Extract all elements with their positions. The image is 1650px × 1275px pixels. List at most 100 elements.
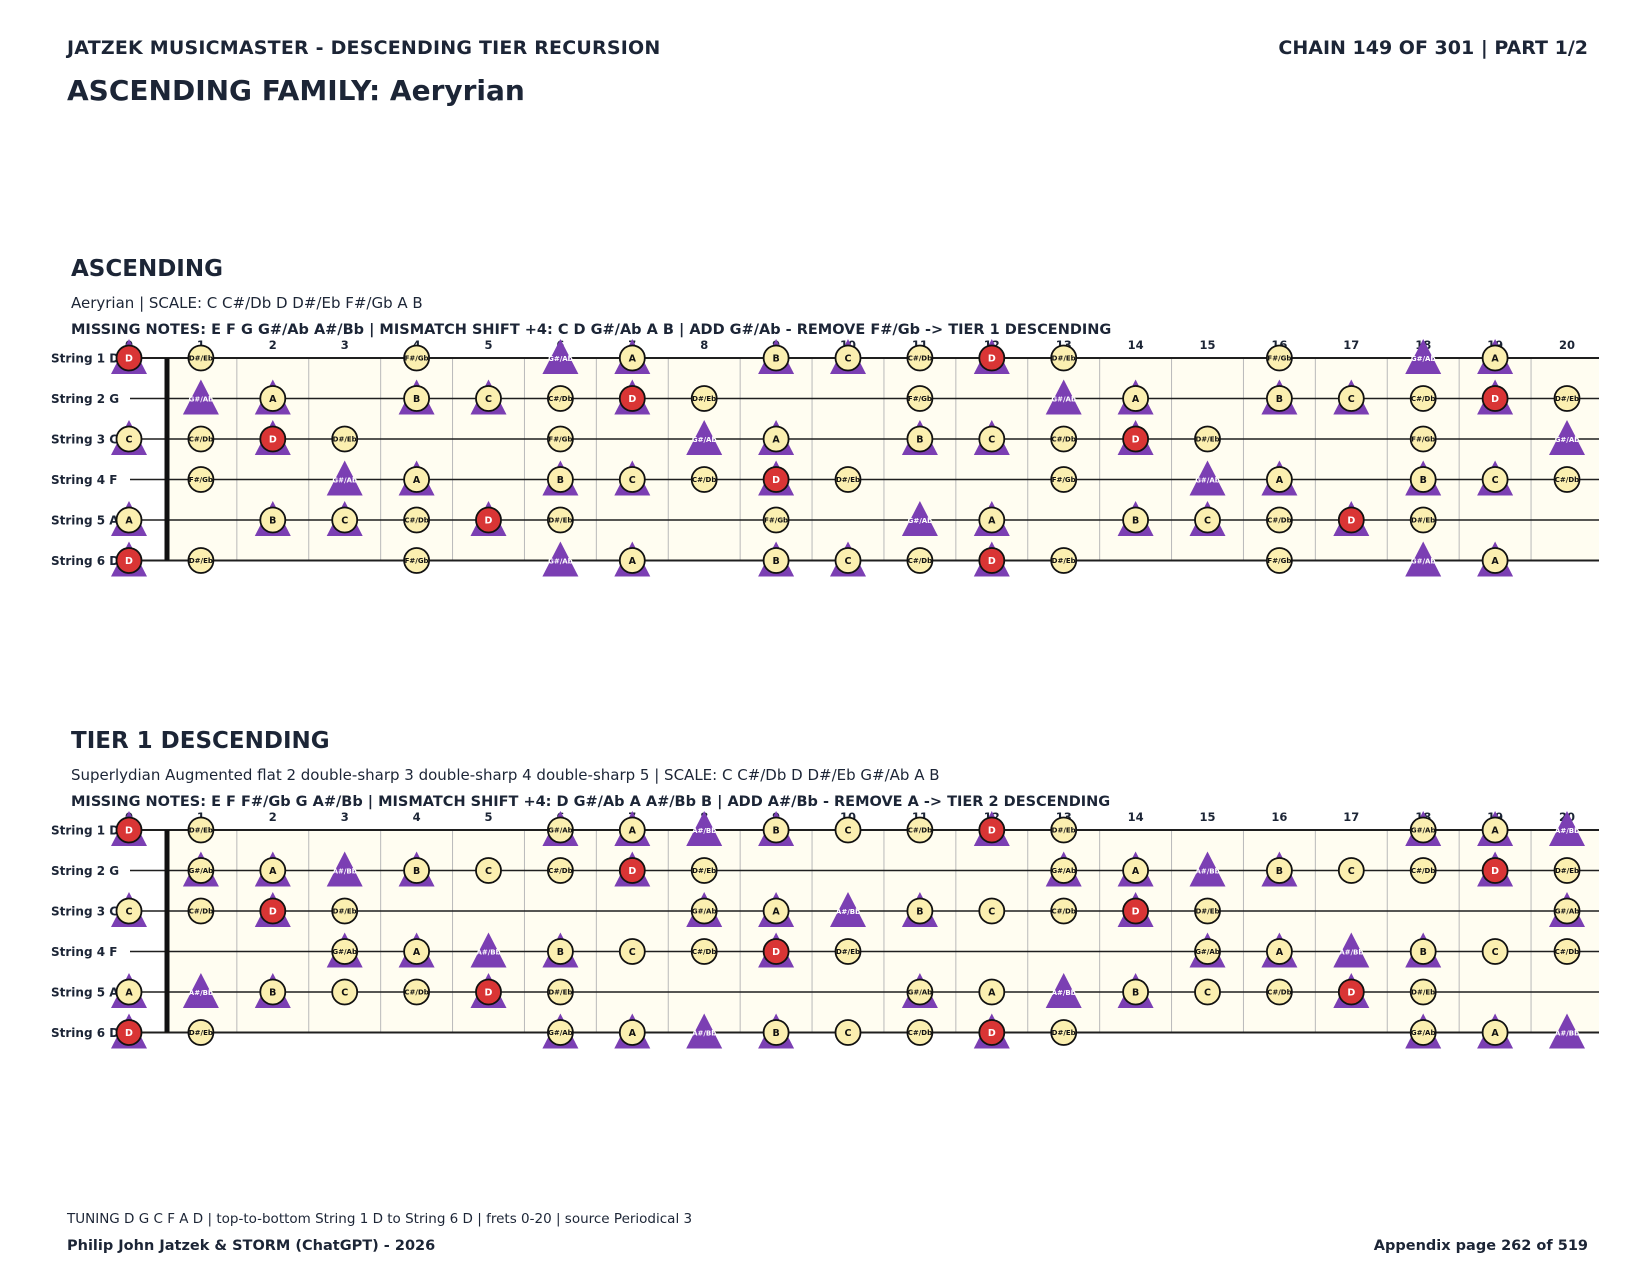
root-note-marker: D [475,506,502,534]
note-circle [978,978,1006,1006]
fret-number: 14 [1128,338,1144,352]
note-label-c-db: C#/Db [548,867,572,875]
note-marker: D#/Eb [690,385,718,412]
note-label-a: A [413,475,421,486]
note-circle [115,897,143,925]
note-label-c: C [485,866,492,877]
fret-number: 17 [1343,338,1359,352]
note-marker: A [259,385,287,412]
note-marker: F#/Gb [906,385,934,412]
note-label-g-ab: G#/Ab [692,908,717,916]
note-marker: C [1481,466,1509,493]
triangle-shape [1333,932,1370,968]
note-circle [1266,978,1293,1006]
triangle-marker: A#/Bb [182,973,219,1008]
note-circle [547,978,574,1006]
note-marker: A [762,425,790,453]
note-label-a: A [629,556,637,567]
note-label-a: A [269,394,277,405]
note-marker: G#/Ab [1194,938,1221,965]
triangle-shape [326,460,363,496]
note-label-c-db: C#/Db [908,1029,932,1037]
note-label-c-db: C#/Db [1411,395,1435,403]
note-label-a: A [772,907,780,918]
note-label-g-ab: G#/Ab [548,827,573,835]
fret-number: 20 [1559,338,1575,352]
note-marker: C#/Db [403,506,431,534]
note-label-d: D [1491,394,1499,405]
note-label-b: B [413,394,420,405]
note-label-f-gb: F#/Gb [189,476,213,484]
note-circle [906,425,934,453]
note-circle [403,506,431,534]
note-label-c: C [1348,866,1355,877]
note-circle [331,506,359,534]
triangle-label-a-bb: A#/Bb [1555,827,1579,835]
note-circle [1050,1019,1078,1046]
note-label-d-eb: D#/Eb [333,436,357,444]
note-label-d-eb: D#/Eb [548,517,572,525]
note-label-b: B [1276,394,1283,405]
note-label-b: B [413,866,420,877]
triangle-shape [1549,1013,1585,1049]
note-marker: C#/Db [906,1019,934,1046]
note-circle [1409,506,1437,534]
section-missing-notes-line: MISSING NOTES: E F F#/Gb G A#/Bb | MISMA… [71,794,1111,810]
note-circle [331,978,359,1006]
note-label-d-eb: D#/Eb [692,395,716,403]
note-circle [978,897,1006,925]
note-circle [1194,938,1221,965]
note-marker: D#/Eb [187,1019,215,1046]
note-label-c-db: C#/Db [1411,867,1435,875]
note-label-d-eb: D#/Eb [189,557,213,565]
note-circle [906,978,934,1006]
note-label-g-ab: G#/Ab [189,867,214,875]
note-circle [475,506,502,534]
fretboard-background [167,830,1599,1033]
triangle-label-a-bb: A#/Bb [692,827,716,835]
note-circle [1409,938,1437,965]
note-marker: D#/Eb [1050,1019,1078,1046]
root-note-marker: D [978,1019,1006,1046]
note-label-d: D [988,826,996,837]
note-marker: D#/Eb [1194,897,1221,925]
note-circle [1266,344,1293,372]
note-circle [978,506,1006,534]
family-title: ASCENDING FAMILY: Aeryrian [67,74,525,107]
note-marker: D#/Eb [834,938,862,965]
string-label: String 2 G [51,392,119,406]
note-label-a: A [269,866,277,877]
string-label: String 6 D [51,554,119,568]
triangle-marker: G#/Ab [542,541,579,577]
note-label-d: D [772,947,780,958]
fret-number: 5 [484,338,492,352]
note-marker: B [762,547,790,574]
note-label-d: D [988,1028,996,1039]
note-marker: A [1481,344,1509,372]
note-marker: F#/Gb [403,547,431,574]
note-label-c: C [341,988,348,999]
note-label-a: A [629,354,637,365]
note-circle [978,344,1006,372]
triangle-marker: A#/Bb [1549,811,1585,846]
note-marker: C [834,547,862,574]
note-label-b: B [269,516,276,527]
note-marker: C#/Db [187,425,215,453]
note-label-c-db: C#/Db [908,827,932,835]
note-circle [1553,385,1581,412]
note-label-a: A [413,947,421,958]
note-circle [1409,1019,1437,1046]
triangle-shape [326,851,363,887]
note-circle [259,385,287,412]
note-circle [187,897,215,925]
note-circle [403,547,431,574]
note-circle [1409,425,1437,453]
note-label-b: B [916,435,923,446]
note-circle [1337,857,1365,884]
note-label-b: B [772,1028,779,1039]
triangle-label-a-bb: A#/Bb [1052,989,1076,997]
note-label-d-eb: D#/Eb [692,867,716,875]
note-marker: A [1266,938,1293,965]
section-scale-line: Aeryrian | SCALE: C C#/Db D D#/Eb F#/Gb … [71,294,423,312]
triangle-shape [1549,811,1585,846]
